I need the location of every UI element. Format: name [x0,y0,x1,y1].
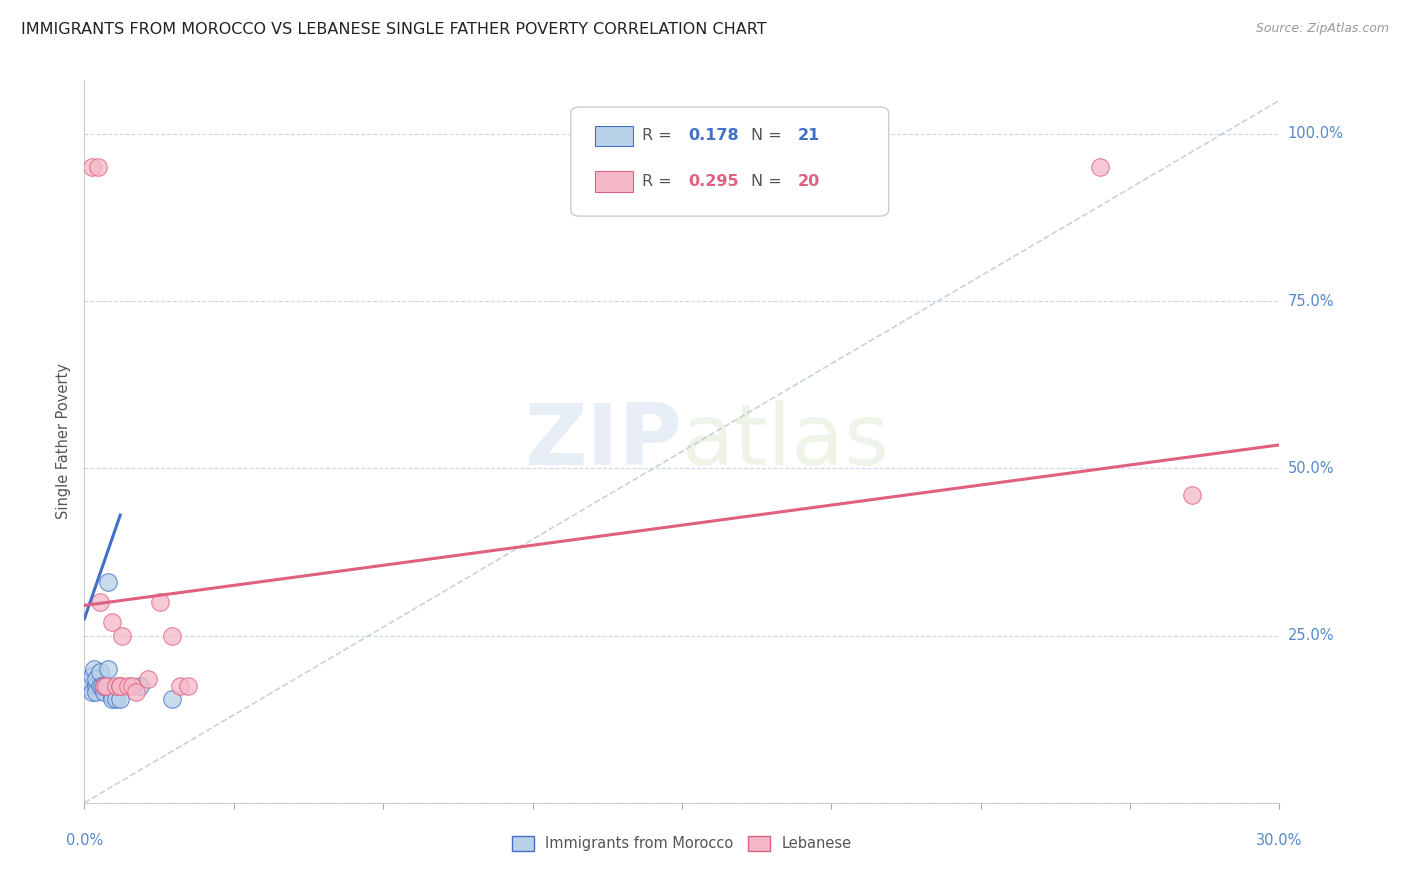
Point [80,669,103,683]
Point [160,692,183,706]
Text: 0.0%: 0.0% [66,833,103,848]
FancyBboxPatch shape [595,126,633,146]
Text: 100.0%: 100.0% [1288,127,1344,141]
Point [97,662,120,676]
Point [129,679,152,693]
Legend: Immigrants from Morocco, Lebanese: Immigrants from Morocco, Lebanese [506,830,858,857]
Point [101,689,124,703]
Text: IMMIGRANTS FROM MOROCCO VS LEBANESE SINGLE FATHER POVERTY CORRELATION CHART: IMMIGRANTS FROM MOROCCO VS LEBANESE SING… [21,22,766,37]
Text: R =: R = [643,174,678,189]
Point [125,685,148,699]
Point [117,679,139,693]
Point [87,161,110,175]
Text: N =: N = [751,128,787,144]
Point [105,679,128,693]
Point [149,595,172,609]
Point [93,685,115,699]
Point [169,679,191,693]
Point [110,679,132,693]
Point [82,685,104,699]
Text: 0.295: 0.295 [688,174,738,189]
Text: atlas: atlas [682,400,890,483]
Point [101,615,124,630]
Point [101,692,124,706]
Text: 50.0%: 50.0% [1288,461,1334,475]
Point [89,679,111,693]
Point [160,628,183,642]
Text: Source: ZipAtlas.com: Source: ZipAtlas.com [1256,22,1389,36]
Point [76,679,98,693]
Point [82,161,104,175]
Text: 20: 20 [797,174,820,189]
Text: 30.0%: 30.0% [1257,833,1302,848]
Point [86,685,108,699]
FancyBboxPatch shape [571,107,889,216]
Point [83,662,105,676]
Text: 75.0%: 75.0% [1288,293,1334,309]
Text: ZIP: ZIP [524,400,682,483]
Point [86,672,108,686]
Point [110,679,132,693]
Text: R =: R = [643,128,678,144]
Point [111,628,134,642]
Point [110,692,132,706]
Point [79,675,101,690]
Text: 25.0%: 25.0% [1288,628,1334,643]
Point [89,595,111,609]
Point [96,679,118,693]
Text: 0.178: 0.178 [688,128,738,144]
Point [97,575,120,590]
Point [1181,488,1204,502]
FancyBboxPatch shape [595,171,633,192]
Point [177,679,200,693]
Point [86,679,108,693]
Point [136,672,159,686]
Point [93,679,115,693]
Point [91,679,114,693]
Point [89,665,111,680]
Text: 21: 21 [797,128,820,144]
Text: N =: N = [751,174,787,189]
Point [105,692,128,706]
Y-axis label: Single Father Poverty: Single Father Poverty [56,364,72,519]
Point [93,679,115,693]
Point [121,679,143,693]
Point [1090,161,1112,175]
